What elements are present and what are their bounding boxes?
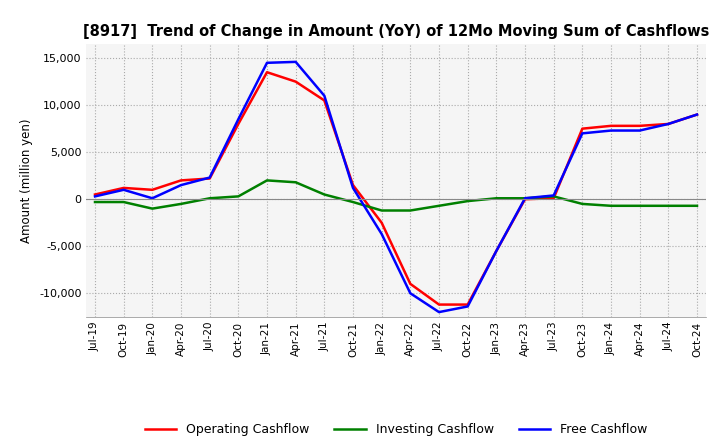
Free Cashflow — [234, 117, 243, 122]
Operating Cashflow — [549, 196, 558, 201]
Operating Cashflow — [635, 123, 644, 128]
Free Cashflow — [607, 128, 616, 133]
Free Cashflow — [377, 231, 386, 237]
Free Cashflow — [435, 309, 444, 315]
Operating Cashflow — [521, 197, 529, 202]
Investing Cashflow — [635, 203, 644, 209]
Operating Cashflow — [91, 192, 99, 197]
Free Cashflow — [521, 196, 529, 201]
Investing Cashflow — [292, 180, 300, 185]
Operating Cashflow — [607, 123, 616, 128]
Investing Cashflow — [348, 199, 357, 205]
Free Cashflow — [120, 187, 128, 192]
Free Cashflow — [320, 93, 328, 99]
Operating Cashflow — [464, 302, 472, 307]
Investing Cashflow — [320, 192, 328, 197]
Investing Cashflow — [693, 203, 701, 209]
Operating Cashflow — [234, 121, 243, 127]
Investing Cashflow — [176, 201, 185, 206]
Title: [8917]  Trend of Change in Amount (YoY) of 12Mo Moving Sum of Cashflows: [8917] Trend of Change in Amount (YoY) o… — [83, 24, 709, 39]
Investing Cashflow — [91, 199, 99, 205]
Investing Cashflow — [607, 203, 616, 209]
Operating Cashflow — [492, 248, 500, 253]
Operating Cashflow — [120, 185, 128, 191]
Investing Cashflow — [377, 208, 386, 213]
Operating Cashflow — [292, 79, 300, 84]
Operating Cashflow — [693, 112, 701, 117]
Operating Cashflow — [320, 98, 328, 103]
Operating Cashflow — [435, 302, 444, 307]
Free Cashflow — [91, 194, 99, 199]
Free Cashflow — [492, 248, 500, 253]
Free Cashflow — [292, 59, 300, 65]
Investing Cashflow — [521, 196, 529, 201]
Free Cashflow — [578, 131, 587, 136]
Line: Operating Cashflow: Operating Cashflow — [95, 72, 697, 304]
Free Cashflow — [348, 185, 357, 191]
Free Cashflow — [464, 304, 472, 309]
Operating Cashflow — [377, 220, 386, 225]
Investing Cashflow — [492, 196, 500, 201]
Investing Cashflow — [148, 206, 157, 211]
Investing Cashflow — [549, 194, 558, 199]
Investing Cashflow — [205, 196, 214, 201]
Investing Cashflow — [406, 208, 415, 213]
Free Cashflow — [406, 291, 415, 296]
Investing Cashflow — [263, 178, 271, 183]
Operating Cashflow — [148, 187, 157, 192]
Free Cashflow — [664, 121, 672, 127]
Legend: Operating Cashflow, Investing Cashflow, Free Cashflow: Operating Cashflow, Investing Cashflow, … — [140, 418, 652, 440]
Operating Cashflow — [263, 70, 271, 75]
Free Cashflow — [148, 196, 157, 201]
Y-axis label: Amount (million yen): Amount (million yen) — [20, 118, 34, 242]
Free Cashflow — [263, 60, 271, 66]
Investing Cashflow — [578, 201, 587, 206]
Operating Cashflow — [205, 176, 214, 181]
Investing Cashflow — [234, 194, 243, 199]
Investing Cashflow — [120, 199, 128, 205]
Operating Cashflow — [406, 281, 415, 286]
Operating Cashflow — [664, 121, 672, 127]
Investing Cashflow — [664, 203, 672, 209]
Operating Cashflow — [578, 126, 587, 131]
Free Cashflow — [205, 175, 214, 180]
Free Cashflow — [635, 128, 644, 133]
Investing Cashflow — [435, 203, 444, 209]
Line: Investing Cashflow: Investing Cashflow — [95, 180, 697, 210]
Free Cashflow — [176, 183, 185, 188]
Line: Free Cashflow: Free Cashflow — [95, 62, 697, 312]
Operating Cashflow — [348, 183, 357, 188]
Free Cashflow — [693, 112, 701, 117]
Investing Cashflow — [464, 198, 472, 204]
Operating Cashflow — [176, 178, 185, 183]
Free Cashflow — [549, 193, 558, 198]
